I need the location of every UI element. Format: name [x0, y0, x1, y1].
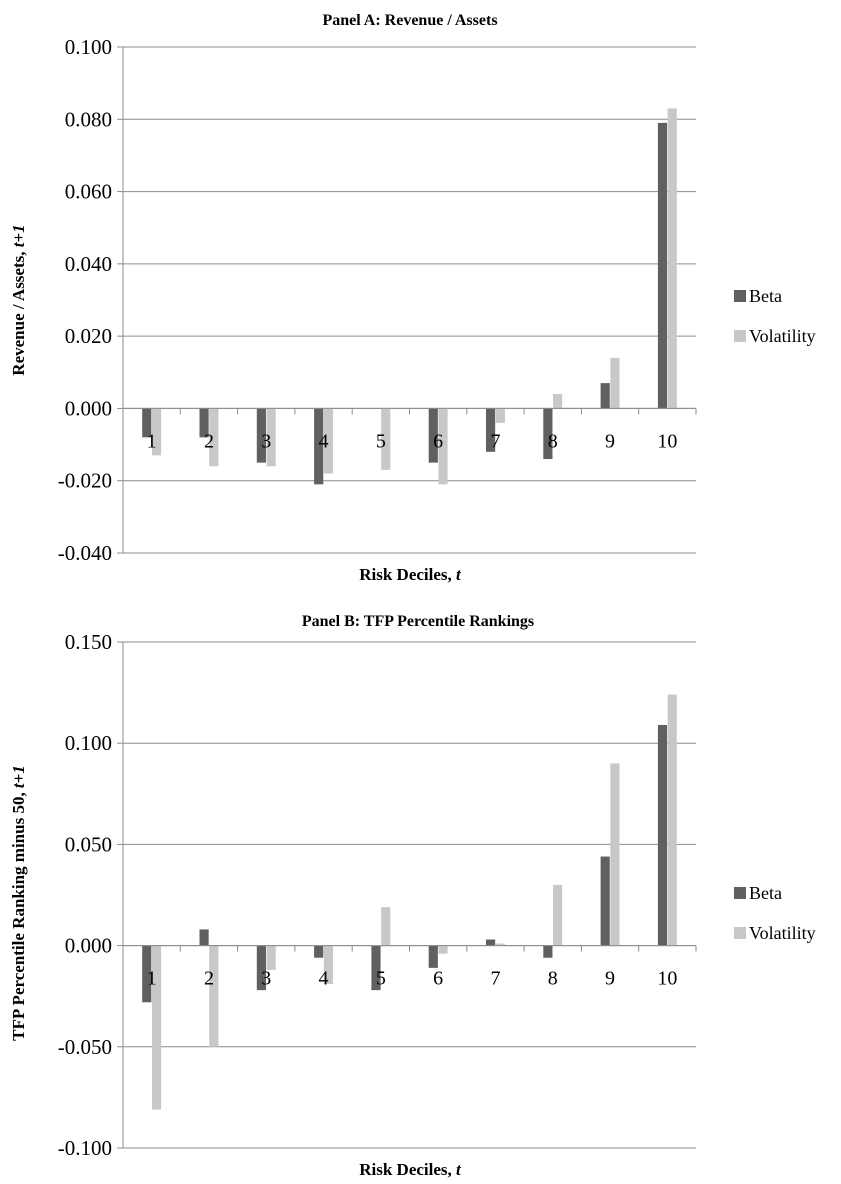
x-category-label: 1: [147, 968, 157, 990]
panel-a-chart: Panel A: Revenue / Assets Revenue / Asse…: [9, 12, 816, 584]
y-tick-label: 0.040: [65, 252, 112, 276]
bar-volatility-8: [553, 393, 563, 409]
bar-volatility-10: [667, 694, 677, 946]
bar-beta-10: [657, 122, 668, 409]
bar-volatility-7: [495, 408, 505, 423]
y-tick-label: 0.050: [65, 832, 112, 856]
x-category-label: 1: [147, 430, 157, 452]
bar-volatility-9: [610, 357, 620, 409]
panel-b-bars: [142, 694, 677, 1110]
bar-beta-8: [543, 945, 553, 958]
legend-swatch-beta: [734, 290, 746, 302]
bar-beta-2: [199, 408, 209, 438]
x-category-label: 3: [261, 430, 271, 452]
bar-beta-10: [657, 724, 668, 946]
panel-b-title: Panel B: TFP Percentile Rankings: [302, 613, 534, 630]
bar-beta-1: [142, 945, 152, 1003]
y-tick-label: -0.100: [58, 1136, 112, 1160]
bar-beta-2: [199, 929, 209, 946]
y-tick-label: 0.000: [65, 934, 112, 958]
y-tick-label: 0.020: [65, 324, 112, 348]
panel-b-gridlines: [123, 641, 696, 1149]
bar-beta-4: [314, 945, 324, 958]
panel-a-title: Panel A: Revenue / Assets: [322, 12, 497, 29]
x-category-label: 9: [605, 430, 615, 452]
bar-beta-1: [142, 408, 152, 438]
bar-volatility-6: [438, 408, 448, 485]
bar-beta-3: [256, 945, 266, 991]
x-category-label: 8: [548, 968, 558, 990]
bar-volatility-8: [553, 884, 563, 946]
bar-volatility-7: [495, 943, 505, 946]
panel-b-chart: Panel B: TFP Percentile Rankings TFP Per…: [9, 613, 816, 1179]
bar-volatility-5: [381, 907, 391, 946]
y-tick-label: 0.100: [65, 731, 112, 755]
x-category-label: 7: [490, 968, 500, 990]
legend-label-volatility: Volatility: [749, 326, 816, 346]
y-tick-label: 0.060: [65, 180, 112, 204]
bar-volatility-4: [323, 408, 334, 474]
bar-beta-7: [486, 408, 496, 452]
x-category-label: 3: [261, 968, 271, 990]
panel-a-y-axis-title: Revenue / Assets, t+1: [9, 224, 28, 375]
bar-beta-5: [371, 945, 381, 991]
x-category-label: 6: [433, 968, 443, 990]
bar-volatility-10: [667, 108, 677, 409]
panel-a-legend: Beta Volatility: [734, 286, 816, 346]
y-tick-label: -0.050: [58, 1035, 112, 1059]
bar-volatility-5: [381, 408, 391, 470]
y-tick-label: 0.000: [65, 396, 112, 420]
y-tick-label: 0.150: [65, 630, 112, 654]
y-tick-label: -0.040: [58, 541, 112, 565]
panel-a-x-axis-title: Risk Deciles, t: [359, 565, 462, 584]
panel-a-gridlines: [123, 46, 696, 554]
bar-beta-3: [256, 408, 266, 463]
bar-beta-4: [314, 408, 324, 485]
y-tick-label: -0.020: [58, 469, 112, 493]
panel-b-legend: Beta Volatility: [734, 883, 816, 943]
legend-swatch-volatility: [734, 330, 746, 342]
x-category-label: 10: [657, 430, 677, 452]
legend-label-volatility: Volatility: [749, 923, 816, 943]
legend-swatch-volatility: [734, 927, 746, 939]
bar-volatility-3: [266, 408, 276, 467]
bar-beta-6: [428, 408, 438, 463]
y-tick-label: 0.080: [65, 107, 112, 131]
bar-volatility-9: [610, 763, 620, 946]
x-category-label: 5: [376, 430, 386, 452]
bar-volatility-3: [266, 945, 276, 970]
bar-beta-6: [428, 945, 438, 968]
legend-swatch-beta: [734, 887, 746, 899]
panel-b-x-axis-title: Risk Deciles, t: [359, 1160, 462, 1179]
bar-beta-7: [486, 939, 496, 946]
legend-label-beta: Beta: [749, 883, 782, 903]
bar-beta-8: [543, 408, 553, 460]
bar-volatility-4: [323, 945, 334, 985]
x-category-label: 4: [319, 968, 329, 990]
bar-beta-9: [600, 383, 610, 409]
x-category-label: 10: [657, 968, 677, 990]
panel-a-axes: -0.040 -0.020 0.000 0.020 0.040 0.060 0.080 0.1…: [58, 35, 697, 565]
bar-volatility-2: [209, 408, 219, 467]
x-category-label: 2: [204, 968, 214, 990]
x-category-label: 6: [433, 430, 443, 452]
panel-a-bars: [142, 108, 677, 485]
panel-b-axes: -0.100 -0.050 0.000 0.050 0.100 0.150 1 2 3 4 5 6 7 8…: [58, 630, 697, 1160]
x-category-label: 7: [490, 430, 500, 452]
bar-volatility-1: [151, 945, 162, 1110]
legend-label-beta: Beta: [749, 286, 782, 306]
y-tick-label: 0.100: [65, 35, 112, 59]
x-category-label: 2: [204, 430, 214, 452]
x-category-label: 5: [376, 968, 386, 990]
bar-beta-9: [600, 856, 610, 946]
x-category-label: 8: [548, 430, 558, 452]
bar-volatility-6: [438, 945, 448, 954]
x-category-label: 4: [319, 430, 329, 452]
panel-b-y-axis-title: TFP Percentile Ranking minus 50, t+1: [9, 765, 28, 1041]
bar-volatility-2: [209, 945, 219, 1047]
bar-volatility-1: [151, 408, 162, 456]
x-category-label: 9: [605, 968, 615, 990]
